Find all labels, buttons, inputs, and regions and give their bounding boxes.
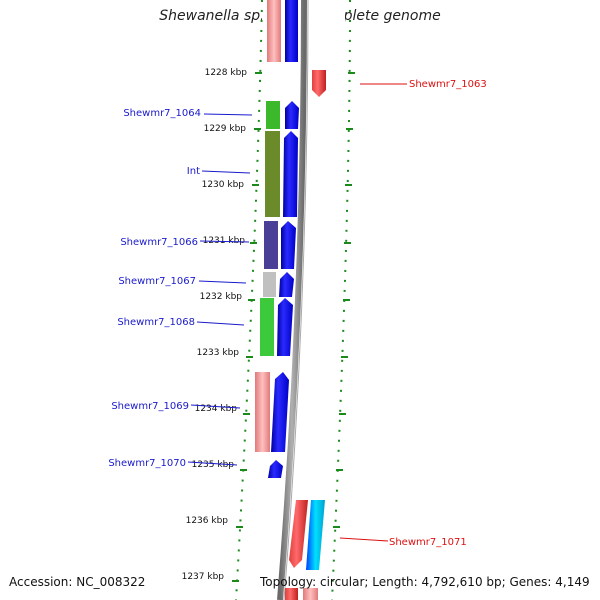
scale-label-1230: 1230 kbp xyxy=(202,180,245,190)
gene-label-shewmr7-1067[interactable]: Shewmr7_1067 xyxy=(118,276,196,287)
gene-feature-bottom-pink xyxy=(303,588,318,600)
gene-label-shewmr7-1069[interactable]: Shewmr7_1069 xyxy=(111,401,189,412)
gene-feature-top-blue xyxy=(285,0,298,62)
gene-arrow-shewmr7-1066[interactable] xyxy=(281,221,296,269)
topology-text: Topology: circular; Length: 4,792,610 bp… xyxy=(260,575,590,589)
gene-label-shewmr7-1068[interactable]: Shewmr7_1068 xyxy=(117,317,195,328)
tick-marks-left xyxy=(232,72,262,582)
gene-arrow-shewmr7-1068[interactable] xyxy=(277,298,293,356)
scale-label-1228: 1228 kbp xyxy=(205,68,248,78)
gene-label-shewmr7-1070[interactable]: Shewmr7_1070 xyxy=(108,458,186,469)
gene-label-shewmr7-1063[interactable]: Shewmr7_1063 xyxy=(409,79,487,90)
tick-marks-right xyxy=(333,72,355,528)
gene-arrow-shewmr7-1064[interactable] xyxy=(285,101,299,129)
gene-label-int[interactable]: Int xyxy=(187,166,200,177)
gene-arrow-shewmr7-1067[interactable] xyxy=(279,272,294,297)
scale-label-1236: 1236 kbp xyxy=(186,516,229,526)
gene-color-shewmr7-1068[interactable] xyxy=(260,298,274,356)
gene-arrow-shewmr7-1069[interactable] xyxy=(271,372,289,452)
gene-feature-top-pink xyxy=(267,0,281,62)
scale-label-1229: 1229 kbp xyxy=(204,124,247,134)
gene-arrow-shewmr7-1071[interactable] xyxy=(289,500,308,568)
gene-feature-bottom-red xyxy=(285,588,298,600)
gene-color-shewmr7-1069[interactable] xyxy=(255,372,270,452)
outer-ring-left xyxy=(235,0,263,600)
outer-ring-right xyxy=(331,0,351,600)
gene-label-shewmr7-1066[interactable]: Shewmr7_1066 xyxy=(120,237,198,248)
scale-label-1237: 1237 kbp xyxy=(182,572,225,582)
scale-label-1234: 1234 kbp xyxy=(195,404,238,414)
scale-label-1232: 1232 kbp xyxy=(200,292,243,302)
label-leader-lines xyxy=(187,113,253,466)
gene-color-int[interactable] xyxy=(265,131,280,217)
gene-arrow-shewmr7-1070[interactable] xyxy=(268,460,283,478)
scale-label-1235: 1235 kbp xyxy=(192,460,235,470)
gene-color-shewmr7-1071[interactable] xyxy=(306,500,325,570)
gene-color-shewmr7-1067[interactable] xyxy=(263,272,276,297)
label-leader-lines-forward xyxy=(339,83,407,542)
gene-color-shewmr7-1064[interactable] xyxy=(266,101,280,129)
accession-text: Accession: NC_008322 xyxy=(9,575,146,589)
gene-label-shewmr7-1064[interactable]: Shewmr7_1064 xyxy=(123,108,201,119)
gene-arrow-shewmr7-1063[interactable] xyxy=(312,70,326,97)
gene-color-shewmr7-1066[interactable] xyxy=(264,221,278,269)
scale-label-1233: 1233 kbp xyxy=(197,348,240,358)
gene-label-shewmr7-1071[interactable]: Shewmr7_1071 xyxy=(389,537,467,548)
gene-arrow-int[interactable] xyxy=(283,131,298,217)
genome-backbone xyxy=(277,0,307,600)
